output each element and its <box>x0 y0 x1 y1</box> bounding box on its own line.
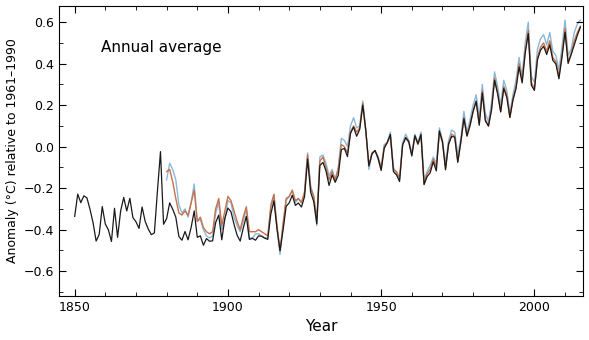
X-axis label: Year: Year <box>305 320 337 335</box>
Text: Annual average: Annual average <box>101 40 222 55</box>
Y-axis label: Anomaly (°C) relative to 1961–1990: Anomaly (°C) relative to 1961–1990 <box>5 38 19 263</box>
